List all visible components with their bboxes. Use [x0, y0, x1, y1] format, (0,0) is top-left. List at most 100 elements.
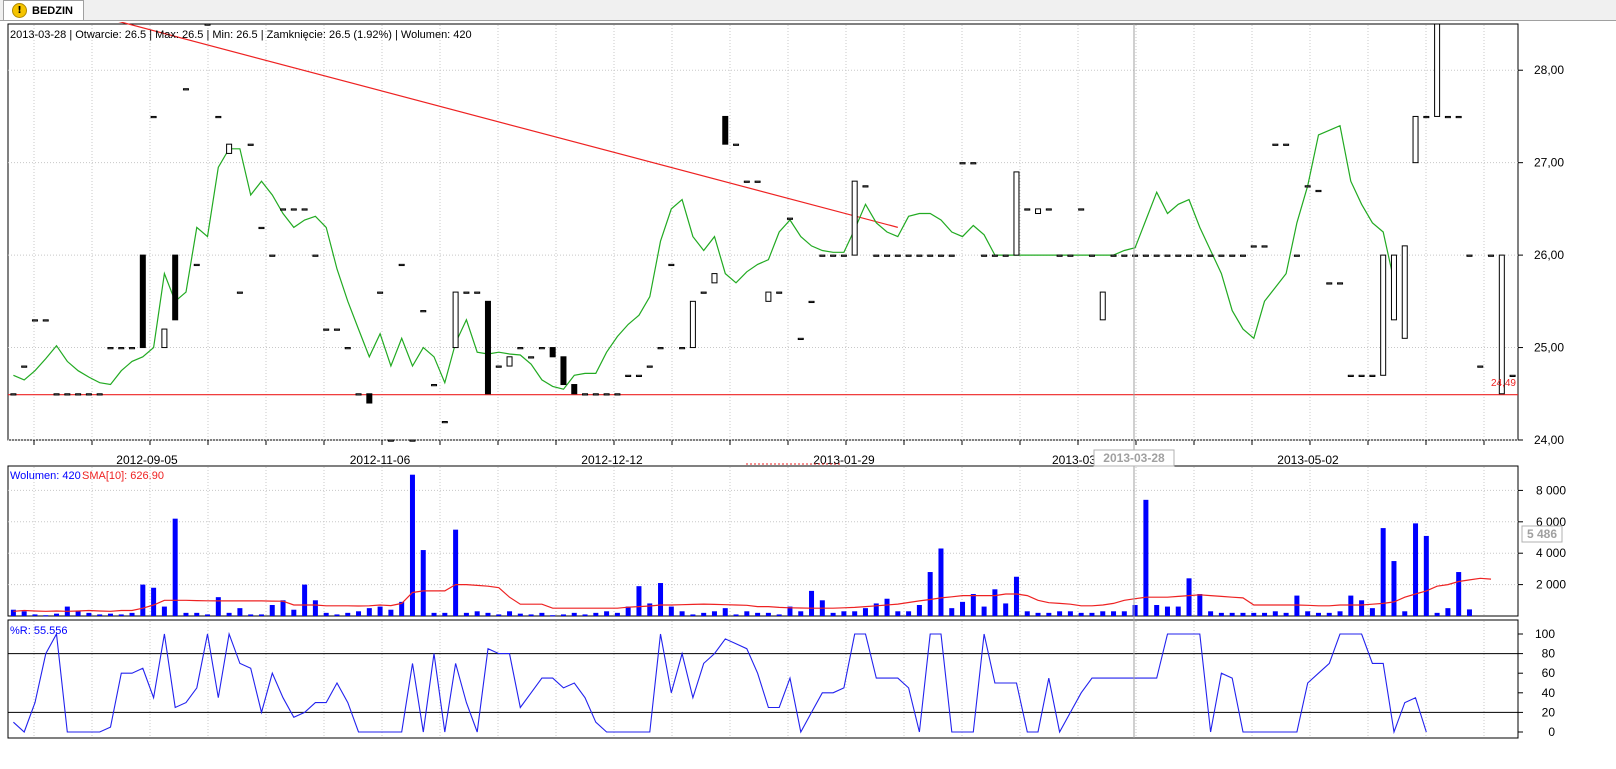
candle-up	[236, 291, 243, 294]
volume-y-tick-label: 2 000	[1536, 578, 1566, 592]
volume-bar	[172, 518, 178, 616]
candle-up	[312, 254, 319, 257]
volume-bar	[356, 611, 362, 616]
volume-bar	[21, 611, 27, 616]
volume-bar	[1456, 572, 1462, 616]
candle-up	[42, 319, 49, 322]
candle-down	[366, 393, 373, 404]
candle-up	[204, 23, 211, 26]
candle-up	[1466, 254, 1473, 257]
volume-bar	[776, 614, 782, 616]
warning-icon: !	[12, 3, 27, 18]
candle-up	[10, 393, 17, 396]
volume-bar	[916, 605, 922, 616]
volume-bar	[97, 614, 103, 616]
candle-up	[786, 217, 793, 220]
candle-up	[614, 393, 621, 396]
volume-bar	[1283, 612, 1289, 616]
volume-bar	[10, 609, 16, 616]
williams-r-y-tick-label: 40	[1542, 686, 1556, 700]
volume-bar	[852, 611, 858, 616]
volume-bar	[334, 614, 340, 616]
williams-r-panel-border	[7, 619, 1519, 739]
candle-up	[1207, 254, 1214, 257]
candle-up	[1045, 208, 1052, 211]
price-grid	[8, 25, 1518, 445]
candle-down	[549, 347, 556, 358]
volume-bar	[312, 600, 318, 616]
candle-up	[182, 88, 189, 91]
volume-bar	[1423, 535, 1429, 616]
candle-up	[603, 393, 610, 396]
candle-down	[722, 115, 729, 145]
volume-bar	[841, 611, 847, 616]
volume-bar	[560, 614, 566, 616]
volume-bar	[442, 612, 448, 616]
volume-sma	[13, 577, 1492, 612]
price-x-tick-label: 2012-09-05	[116, 453, 178, 467]
volume-bar	[960, 601, 966, 616]
candle-up	[1369, 374, 1376, 377]
candle-up	[538, 347, 545, 350]
candle-up	[398, 263, 405, 267]
volume-y-tick-label: 4 000	[1536, 546, 1566, 560]
candle-up	[409, 439, 416, 442]
williams-r-line	[13, 631, 1427, 735]
williams-r-panel[interactable]: 100 80 60 40 20 0 %R: 55.556	[7, 619, 1556, 739]
volume-bar	[1218, 612, 1224, 616]
volume-bar	[528, 614, 534, 616]
support-line-label: 24,49	[1491, 378, 1516, 389]
volume-bar	[496, 614, 502, 616]
price-y-tick-label: 24,00	[1534, 433, 1564, 447]
volume-y-tick-label: 6 000	[1536, 515, 1566, 529]
williams-r-y-tick-label: 20	[1542, 705, 1556, 719]
volume-panel[interactable]: 8 000 6 000 4 000 2 000 Wolumen: 420 SMA[10…	[7, 465, 1566, 617]
volume-bar	[1078, 612, 1084, 616]
candle-up	[646, 365, 653, 368]
volume-grid	[8, 467, 1518, 616]
candle-up	[808, 300, 815, 304]
volume-bar	[1229, 612, 1235, 616]
volume-bar	[420, 550, 426, 616]
candle-up	[873, 254, 880, 257]
volume-bar	[1359, 600, 1365, 616]
candle-up	[1229, 254, 1236, 257]
candle-up	[528, 356, 535, 359]
volume-bar	[755, 612, 761, 616]
volume-bar	[1132, 605, 1138, 616]
candle-up	[1261, 245, 1268, 248]
candle-up	[582, 393, 589, 396]
volume-panel-border	[7, 465, 1519, 617]
volume-bar	[1337, 611, 1343, 616]
candle-up	[1056, 254, 1063, 257]
candle-up	[765, 291, 772, 302]
volume-bar	[733, 614, 739, 616]
candle-up	[700, 291, 707, 294]
williams-r-y-tick-label: 80	[1542, 647, 1556, 661]
price-y-tick-label: 27,00	[1534, 156, 1564, 170]
volume-bar	[1294, 595, 1300, 616]
price-panel-border	[7, 23, 1519, 441]
candle-up	[1401, 245, 1408, 339]
volume-bar	[345, 612, 351, 616]
volume-bar	[215, 597, 221, 616]
tab-bedzin[interactable]: ! BEDZIN	[3, 0, 84, 20]
candle-up	[1142, 254, 1149, 257]
volume-bars	[10, 474, 1472, 617]
volume-bar	[1445, 608, 1451, 616]
volume-bar	[614, 612, 620, 616]
candle-up	[916, 254, 923, 257]
volume-bar	[711, 611, 717, 616]
candle-up	[689, 300, 696, 349]
candle-up	[1444, 115, 1451, 119]
candle-up	[1250, 245, 1257, 248]
tab-bar: ! BEDZIN	[0, 0, 1616, 21]
candle-up	[1412, 115, 1419, 164]
candle-up	[64, 393, 71, 396]
volume-bar	[517, 613, 523, 616]
crosshair: 2013-03-28 5 486	[1093, 24, 1563, 738]
price-info-line: 2013-03-28 | Otwarcie: 26.5 | Max: 26.5 …	[10, 29, 472, 41]
